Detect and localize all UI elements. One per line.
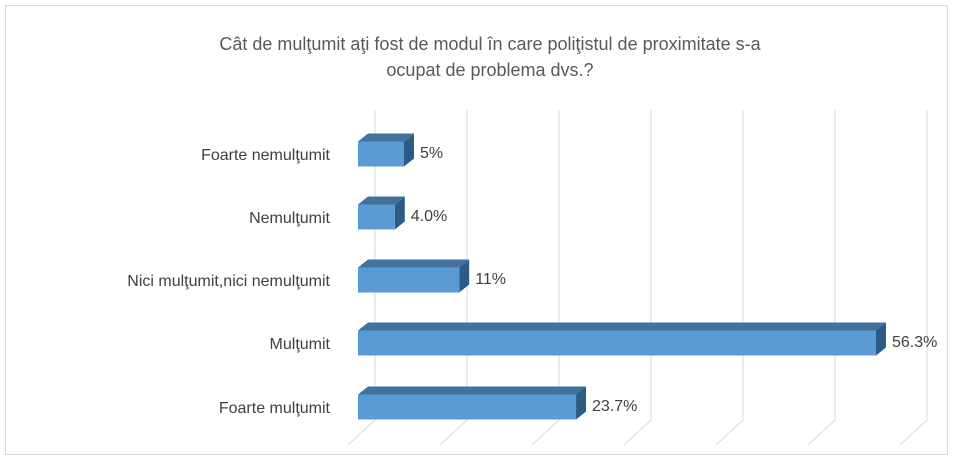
bar [358,394,577,420]
data-label: 4.0% [411,208,447,225]
bar-side [394,196,405,230]
bar-top [358,322,886,331]
data-label: 23.7% [592,398,637,415]
y-tick-label: Nici mulţumit,nici nemulţumit [127,273,330,290]
bar [358,204,395,230]
bar-side [875,322,886,356]
y-tick-label: Foarte nemulţumit [201,147,330,164]
grid-line [715,110,744,446]
data-label: 5% [420,145,443,162]
grid-line [807,110,836,446]
bar-side [576,386,587,420]
chart-title: Cât de mulţumit aţi fost de modul în car… [219,34,761,54]
grid-line [531,110,560,446]
chart-border [5,5,948,455]
y-tick-label: Nemulţumit [249,210,330,227]
y-tick-label: Mulţumit [270,336,331,353]
bar-top [358,196,405,205]
chart-title: ocupat de problema dvs.? [386,60,593,80]
bar-top [358,386,587,395]
y-tick-label: Foarte mulţumit [219,400,331,417]
bar [358,267,460,293]
bar [358,330,876,356]
bar-side [459,259,470,293]
data-label: 56.3% [892,334,937,351]
grid-line [623,110,652,446]
bar-top [358,133,414,142]
data-label: 11% [475,271,506,288]
bar [358,141,404,167]
grid-line [899,110,928,446]
bar-side [404,133,414,167]
bar-top [358,259,470,268]
grid-line [439,110,468,446]
